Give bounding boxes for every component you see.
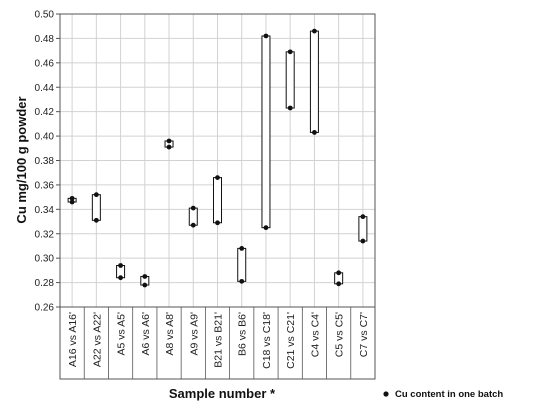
range-bar (188, 207, 198, 226)
y-tick-label: 0.40 (35, 132, 55, 143)
category-label: A22 vs A22' (91, 312, 103, 367)
category-label: A16 vs A16' (67, 312, 79, 367)
range-min-point (263, 225, 269, 231)
y-tick-label: 0.28 (35, 278, 55, 289)
range-min-point (118, 275, 123, 281)
y-tick-labels: 0.26 0.28 0.30 0.32 0.34 0.36 0.38 0.40 0.42 0.44… (35, 10, 60, 314)
range-max-point (336, 270, 342, 276)
range-bar (261, 35, 271, 229)
range-max-point (263, 33, 269, 39)
category-label: B21 vs B21' (213, 312, 225, 368)
y-tick-label: 0.38 (35, 156, 55, 167)
legend-label: Cu content in one batch (395, 389, 503, 400)
range-max-point (287, 49, 293, 55)
category-label: C5 vs C5' (334, 312, 346, 357)
range-bar (309, 30, 319, 133)
range-bar (91, 194, 101, 221)
category-label: A5 vs A5' (116, 312, 128, 355)
range-max-point (190, 205, 196, 211)
range-min-point (142, 282, 148, 288)
range-bar (237, 247, 247, 282)
range-min-point (190, 222, 196, 228)
legend: Cu content in one batch (383, 389, 503, 400)
range-min-point (93, 217, 99, 223)
x-axis-title: Sample number * (169, 386, 276, 401)
range-bar (213, 177, 222, 224)
category-label: C4 vs C4' (309, 312, 321, 357)
range-max-point (360, 214, 366, 220)
y-tick-label: 0.44 (35, 83, 55, 94)
y-tick-label: 0.32 (35, 229, 55, 240)
range-min-point (336, 281, 342, 287)
category-label-box (59, 306, 376, 380)
range-min-point (312, 130, 317, 135)
y-tick-label: 0.42 (35, 107, 55, 118)
range-min-point (239, 278, 245, 284)
range-max-point (239, 246, 245, 251)
category-label: A9 vs A9' (188, 312, 200, 355)
range-max-point (93, 192, 99, 198)
y-axis-title: Cu mg/100 g powder (14, 96, 29, 223)
category-label: C18 vs C18' (261, 312, 273, 369)
range-bar (358, 216, 368, 242)
range-max-point (312, 28, 317, 34)
y-tick-label: 0.50 (35, 10, 55, 21)
category-label: C21 vs C21' (285, 312, 297, 369)
range-min-point (166, 144, 172, 150)
y-tick-label: 0.46 (35, 58, 55, 69)
y-tick-label: 0.36 (35, 180, 55, 191)
range-min-point (287, 105, 293, 111)
category-labels: A16 vs A16' A22 vs A22' A5 vs A5' A6 vs A6'… (67, 312, 370, 369)
category-label: A6 vs A6' (140, 312, 152, 355)
category-label: C7 vs C7' (358, 312, 370, 357)
range-max-point (69, 195, 75, 201)
y-tick-label: 0.34 (35, 205, 55, 216)
legend-marker (383, 391, 389, 397)
range-max-point (142, 274, 148, 279)
category-label: A8 vs A8' (164, 312, 176, 355)
y-tick-label: 0.48 (35, 34, 55, 45)
range-max-point (166, 138, 172, 144)
range-max-point (118, 263, 123, 268)
range-min-point (215, 220, 220, 226)
range-min-point (69, 199, 75, 205)
y-tick-label: 0.26 (35, 303, 55, 314)
category-label: B6 vs B6' (237, 312, 249, 356)
range-bars (67, 28, 368, 288)
range-bar (285, 51, 295, 109)
range-min-point (360, 238, 366, 244)
y-tick-label: 0.30 (35, 254, 55, 265)
range-max-point (215, 175, 220, 180)
